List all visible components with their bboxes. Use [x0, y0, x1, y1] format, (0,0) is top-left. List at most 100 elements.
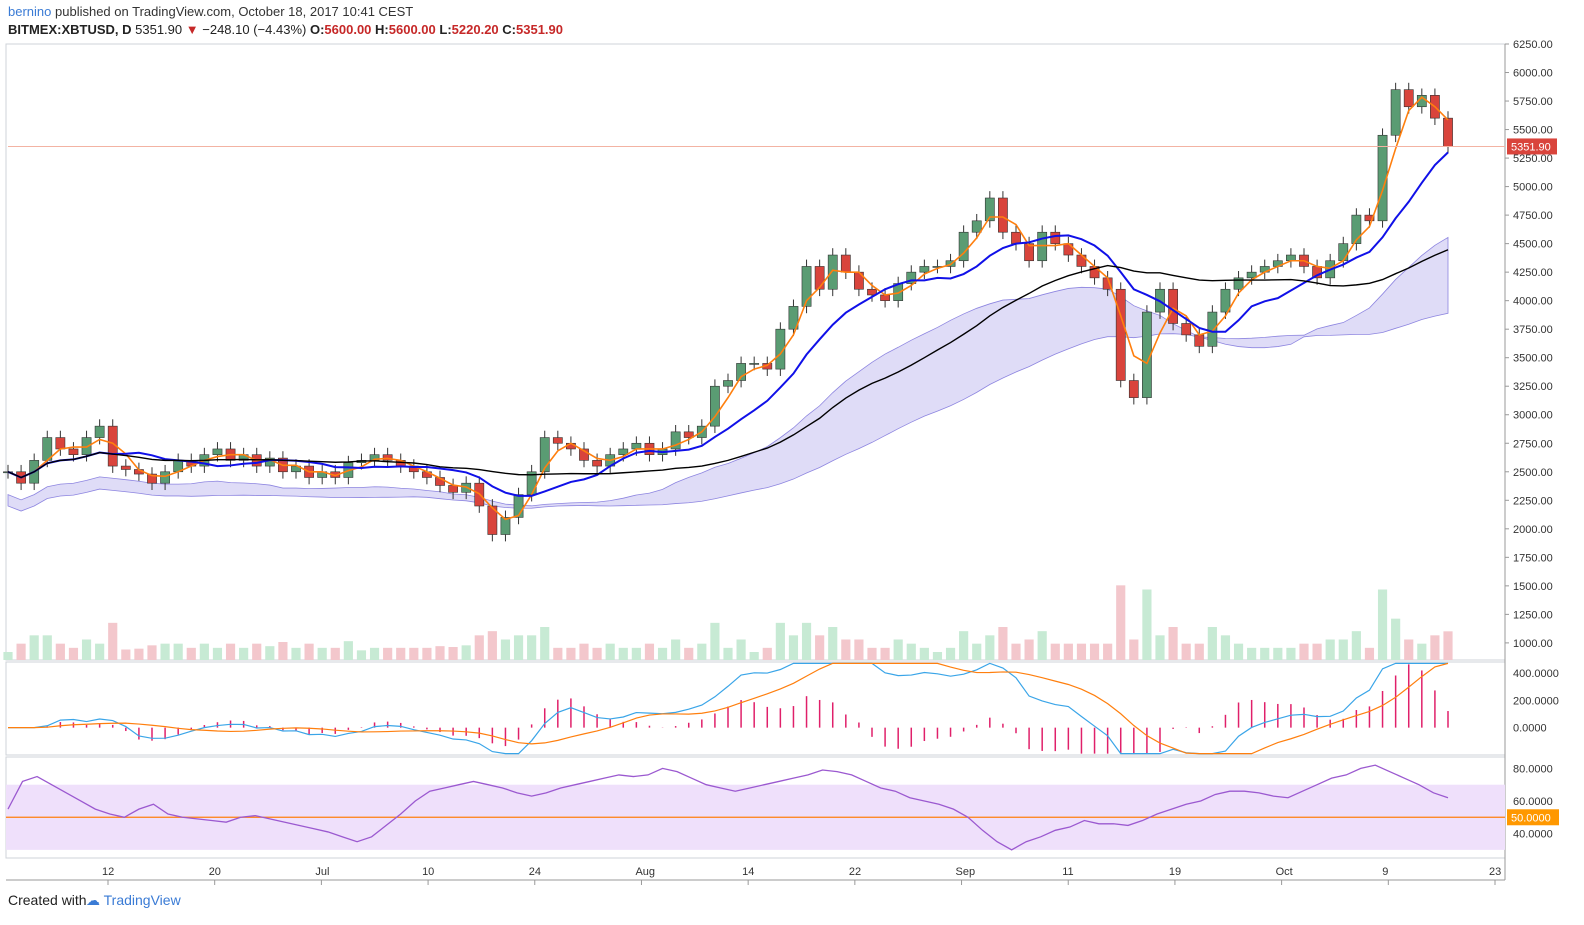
- candle-body: [906, 271, 917, 284]
- volume-bar: [108, 622, 118, 660]
- cloud-icon: ☁: [86, 892, 100, 908]
- price-axis-label: 6000.00: [1513, 68, 1553, 80]
- volume-bar: [252, 643, 262, 660]
- tenkan-line: [7, 96, 1449, 521]
- symbol-info: BITMEX:XBTUSD, D 5351.90 ▼ −248.10 (−4.4…: [8, 22, 563, 37]
- volume-bar: [1155, 635, 1165, 660]
- candle-body: [1050, 231, 1061, 244]
- symbol-label: BITMEX:XBTUSD, D: [8, 22, 132, 37]
- volume-bar: [343, 641, 353, 660]
- candle-body: [81, 437, 92, 455]
- volume-bar: [29, 635, 39, 660]
- volume-bar: [919, 647, 929, 660]
- volume-bar: [932, 652, 943, 660]
- volume-bar: [3, 652, 13, 660]
- candle-body: [631, 442, 642, 450]
- volume-bar: [199, 643, 209, 660]
- volume-bar: [697, 643, 707, 660]
- candle-body: [120, 465, 131, 470]
- candle-body: [958, 231, 969, 262]
- volume-bar: [383, 647, 393, 660]
- time-axis-label: 11: [1062, 866, 1073, 878]
- volume-bar: [278, 642, 288, 660]
- candle-body: [1011, 231, 1021, 244]
- volume-bar: [16, 643, 26, 660]
- volume-bar: [81, 639, 92, 660]
- volume-bar: [461, 645, 471, 660]
- candle-body: [487, 505, 498, 535]
- volume-bar: [186, 647, 196, 660]
- candle-body: [160, 471, 170, 484]
- candle-body: [840, 254, 851, 273]
- candle-body: [919, 266, 930, 273]
- volume-bar: [1050, 643, 1060, 660]
- candle-body: [1364, 214, 1375, 222]
- candle-body: [998, 197, 1008, 233]
- volume-bar: [435, 646, 445, 660]
- volume-bar: [422, 647, 432, 660]
- tradingview-logo[interactable]: ☁ TradingView: [86, 892, 181, 909]
- price-axis-label: 4500.00: [1513, 239, 1553, 251]
- current-price: 5351.90: [135, 22, 183, 37]
- volume-bar: [1089, 643, 1100, 660]
- candle-body: [1246, 271, 1257, 279]
- time-axis-label: 10: [422, 866, 434, 878]
- volume-bar: [1076, 643, 1087, 660]
- volume-bar: [304, 643, 314, 660]
- candle-body: [1194, 334, 1205, 347]
- candle-body: [880, 294, 890, 301]
- volume-bar: [173, 643, 183, 660]
- candle-body: [579, 448, 589, 461]
- price-axis-label: 1000.00: [1513, 638, 1553, 650]
- volume-bar: [1443, 631, 1453, 660]
- volume-bar: [1168, 627, 1178, 660]
- rsi-line: [7, 764, 1449, 851]
- volume-bar: [317, 647, 327, 660]
- volume-bar: [880, 647, 890, 660]
- chart-canvas[interactable]: 1000.001250.001500.001750.002000.002250.…: [0, 0, 1584, 888]
- volume-bar: [527, 635, 537, 660]
- volume-bar: [212, 647, 223, 660]
- chart-header: bernino published on TradingView.com, Oc…: [0, 0, 1584, 40]
- published-text: published on TradingView.com, October 18…: [55, 4, 414, 19]
- volume-bar: [1286, 647, 1296, 660]
- volume-bar: [1181, 643, 1191, 660]
- volume-bar: [657, 647, 668, 660]
- candle-body: [1390, 89, 1401, 136]
- volume-bar: [579, 643, 589, 660]
- volume-bar: [540, 627, 550, 660]
- volume-bar: [487, 631, 497, 660]
- price-axis-label: 1750.00: [1513, 552, 1553, 564]
- volume-bar: [723, 647, 733, 660]
- volume-bar: [1207, 627, 1217, 660]
- candle-body: [801, 266, 812, 307]
- volume-bar: [762, 647, 772, 660]
- candle-body: [1168, 288, 1178, 324]
- price-axis-label: 5000.00: [1513, 182, 1553, 194]
- candle-body: [592, 460, 602, 467]
- volume-bar: [775, 622, 785, 660]
- candle-body: [1233, 277, 1244, 290]
- volume-bar: [566, 647, 576, 660]
- volume-bar: [788, 635, 799, 660]
- volume-bar: [972, 643, 982, 660]
- publish-info: bernino published on TradingView.com, Oc…: [8, 4, 413, 19]
- price-axis-label: 2000.00: [1513, 524, 1553, 536]
- volume-bar: [1129, 639, 1139, 660]
- price-axis-label: 2750.00: [1513, 438, 1553, 450]
- volume-bar: [828, 627, 838, 660]
- volume-bar: [1312, 643, 1322, 660]
- open-label: O:: [309, 22, 325, 37]
- volume-bar: [330, 647, 340, 660]
- author-link[interactable]: bernino: [8, 4, 52, 19]
- price-axis-label: 5750.00: [1513, 96, 1553, 108]
- candle-body: [710, 385, 720, 427]
- candle-body: [788, 306, 799, 330]
- rsi-axis-label: 60.0000: [1513, 796, 1553, 808]
- price-axis-label: 5250.00: [1513, 153, 1553, 165]
- price-axis-label: 2500.00: [1513, 467, 1553, 479]
- down-arrow-icon: ▼: [185, 22, 199, 37]
- volume-bar: [160, 643, 170, 660]
- volume-bar: [749, 652, 759, 660]
- price-axis-label: 3250.00: [1513, 381, 1553, 393]
